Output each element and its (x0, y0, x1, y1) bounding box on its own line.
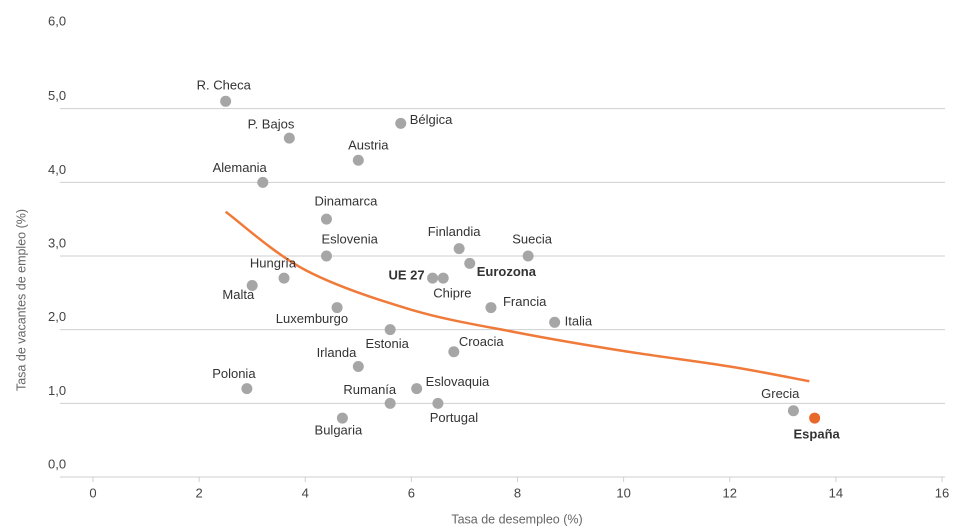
point-label: Luxemburgo (276, 311, 348, 326)
x-tick-label: 6 (408, 485, 415, 500)
point-label: Italia (565, 314, 593, 329)
point-label: Malta (222, 287, 255, 302)
point (352, 154, 364, 166)
point-label: Croacia (459, 334, 505, 349)
point-label: Francia (503, 294, 547, 309)
point (220, 95, 232, 107)
point (331, 302, 343, 314)
point (549, 316, 561, 328)
point-label: Hungría (250, 256, 297, 271)
point (787, 405, 799, 417)
point (453, 243, 465, 255)
point (809, 412, 821, 424)
point-label: Estonia (365, 336, 409, 351)
point-label: Grecia (761, 386, 800, 401)
point (395, 117, 407, 129)
point-label: Portugal (430, 410, 479, 425)
y-axis-title: Tasa de vacantes de empleo (%) (14, 209, 28, 391)
point-label: Eslovenia (321, 231, 378, 246)
point-label: Alemania (213, 160, 268, 175)
point-label: UE 27 (388, 268, 424, 283)
x-tick-label: 4 (302, 485, 309, 500)
point-label: Finlandia (428, 224, 482, 239)
x-tick-label: 8 (514, 485, 521, 500)
point (246, 279, 258, 291)
y-tick-label: 4,0 (48, 162, 66, 177)
trend-line (224, 210, 810, 383)
y-tick-label: 0,0 (48, 456, 66, 471)
x-tick-label: 12 (723, 485, 737, 500)
x-tick-label: 16 (935, 485, 949, 500)
point-label: Irlanda (317, 345, 358, 360)
point (278, 272, 290, 284)
point-label: Austria (348, 138, 389, 153)
point (522, 250, 534, 262)
point-label: España (794, 427, 841, 442)
y-tick-label: 6,0 (48, 13, 66, 28)
point (241, 383, 253, 395)
point (427, 272, 439, 284)
x-tick-label: 0 (89, 485, 96, 500)
point-label: Chipre (433, 286, 471, 301)
point (352, 361, 364, 372)
point-label: P. Bajos (248, 117, 295, 132)
point (464, 257, 476, 269)
point-label: Bélgica (410, 112, 453, 127)
x-axis-title: Tasa de desempleo (%) (451, 512, 582, 526)
x-tick-label: 2 (196, 485, 203, 500)
point-label: Eurozona (477, 264, 537, 279)
y-tick-label: 3,0 (48, 235, 66, 250)
point-label: Dinamarca (314, 194, 378, 209)
point-label: Polonia (212, 366, 256, 381)
point-label: Suecia (512, 231, 553, 246)
point (283, 132, 295, 144)
point (320, 250, 332, 262)
point (257, 176, 269, 188)
point (432, 397, 444, 409)
point (437, 272, 449, 284)
point (411, 383, 423, 395)
point (448, 346, 460, 358)
point (384, 397, 396, 409)
point-label: Rumanía (343, 382, 397, 397)
point (384, 324, 396, 336)
point (336, 412, 348, 424)
point (320, 213, 332, 225)
y-tick-label: 2,0 (48, 309, 66, 324)
y-tick-label: 1,0 (48, 383, 66, 398)
point-label: Eslovaquia (426, 374, 490, 389)
x-tick-label: 10 (616, 485, 630, 500)
point-label: R. Checa (197, 78, 252, 93)
x-tick-label: 14 (829, 485, 843, 500)
point-label: Bulgaria (315, 423, 363, 438)
y-tick-label: 5,0 (48, 88, 66, 103)
point (485, 302, 497, 314)
